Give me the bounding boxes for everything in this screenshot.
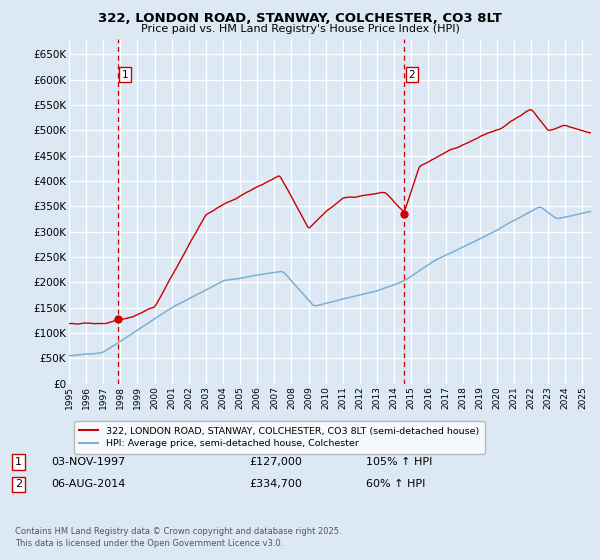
- Text: £127,000: £127,000: [249, 457, 302, 467]
- Text: 60% ↑ HPI: 60% ↑ HPI: [366, 479, 425, 489]
- Text: 06-AUG-2014: 06-AUG-2014: [51, 479, 125, 489]
- Text: Price paid vs. HM Land Registry's House Price Index (HPI): Price paid vs. HM Land Registry's House …: [140, 24, 460, 34]
- Text: 322, LONDON ROAD, STANWAY, COLCHESTER, CO3 8LT: 322, LONDON ROAD, STANWAY, COLCHESTER, C…: [98, 12, 502, 25]
- Text: 2: 2: [409, 69, 415, 80]
- Text: 03-NOV-1997: 03-NOV-1997: [51, 457, 125, 467]
- Text: 2: 2: [15, 479, 22, 489]
- Text: 105% ↑ HPI: 105% ↑ HPI: [366, 457, 433, 467]
- Text: 1: 1: [15, 457, 22, 467]
- Text: Contains HM Land Registry data © Crown copyright and database right 2025.
This d: Contains HM Land Registry data © Crown c…: [15, 527, 341, 548]
- Text: 1: 1: [122, 69, 128, 80]
- Legend: 322, LONDON ROAD, STANWAY, COLCHESTER, CO3 8LT (semi-detached house), HPI: Avera: 322, LONDON ROAD, STANWAY, COLCHESTER, C…: [74, 421, 485, 454]
- Text: £334,700: £334,700: [249, 479, 302, 489]
